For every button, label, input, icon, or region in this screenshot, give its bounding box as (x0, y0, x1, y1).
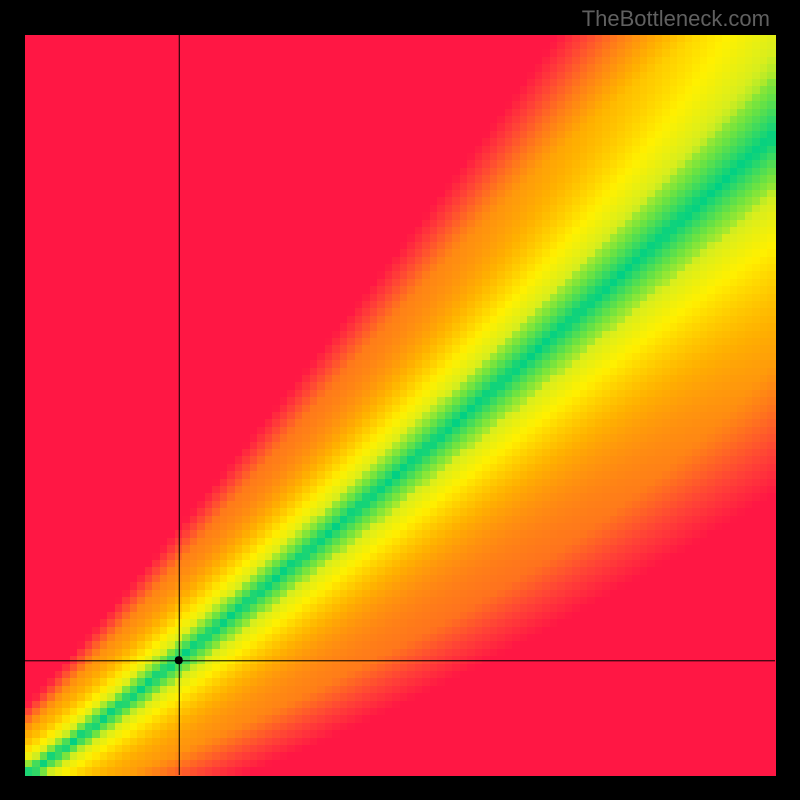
chart-container: TheBottleneck.com (0, 0, 800, 800)
bottleneck-heatmap-canvas (0, 0, 800, 800)
attribution-label: TheBottleneck.com (582, 6, 770, 32)
